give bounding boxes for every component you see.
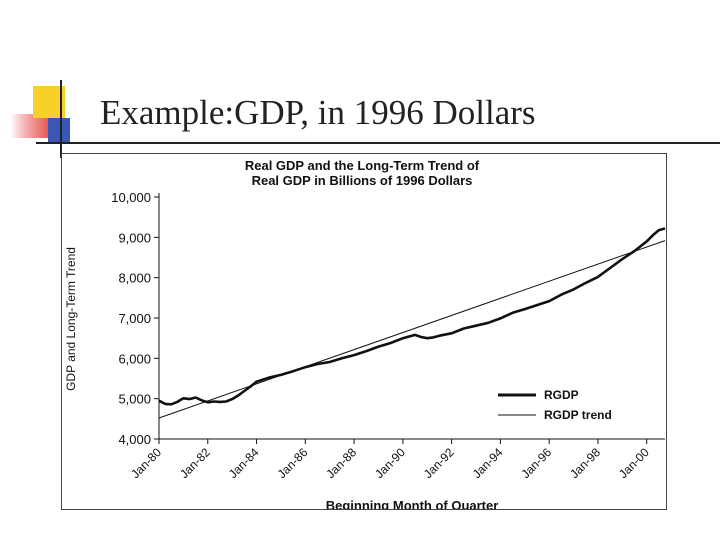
x-tick-label: Jan-84: [226, 445, 262, 481]
x-tick-label: Jan-90: [372, 445, 408, 481]
slide-title: Example:GDP, in 1996 Dollars: [100, 93, 536, 132]
x-tick-label: Jan-98: [567, 445, 603, 481]
legend-rgdp-label: RGDP: [544, 388, 579, 402]
legend-trend-label: RGDP trend: [544, 408, 612, 422]
x-tick-label: Jan-94: [470, 445, 506, 481]
x-tick-label: Jan-00: [616, 445, 652, 481]
rgdp-line: [158, 227, 666, 406]
vertical-accent-line: [60, 80, 62, 158]
y-tick-label: 4,000: [118, 432, 151, 447]
yellow-accent-square: [33, 86, 65, 118]
chart-legend: RGDP RGDP trend: [498, 388, 612, 422]
x-tick-label: Jan-92: [421, 445, 457, 481]
y-tick-label: 6,000: [118, 351, 151, 366]
chart-title-line1: Real GDP and the Long-Term Trend of: [245, 158, 480, 173]
rgdp-trend-line: [158, 240, 666, 419]
gdp-chart: Real GDP and the Long-Term Trend of Real…: [64, 158, 666, 509]
chart-title-line2: Real GDP in Billions of 1996 Dollars: [252, 173, 473, 188]
blue-accent-square: [48, 118, 70, 142]
y-axis-label: GDP and Long-Term Trend: [64, 247, 78, 391]
x-tick-label: Jan-80: [128, 445, 164, 481]
chart-image: Real GDP and the Long-Term Trend of Real…: [61, 153, 667, 510]
title-underline: [36, 142, 720, 144]
chart-series: [158, 227, 666, 419]
y-tick-label: 10,000: [111, 190, 151, 205]
x-axis-label: Beginning Month of Quarter: [326, 498, 499, 509]
y-tick-label: 7,000: [118, 311, 151, 326]
y-tick-label: 5,000: [118, 392, 151, 407]
x-tick-label: Jan-96: [518, 445, 554, 481]
x-tick-label: Jan-82: [177, 445, 213, 481]
y-tick-label: 8,000: [118, 271, 151, 286]
x-tick-label: Jan-86: [275, 445, 311, 481]
chart-axes: 4,000 5,000 6,000 7,000 8,000 9,000 10,000 Jan-…: [111, 190, 665, 481]
x-tick-label: Jan-88: [323, 445, 359, 481]
y-tick-label: 9,000: [118, 230, 151, 245]
